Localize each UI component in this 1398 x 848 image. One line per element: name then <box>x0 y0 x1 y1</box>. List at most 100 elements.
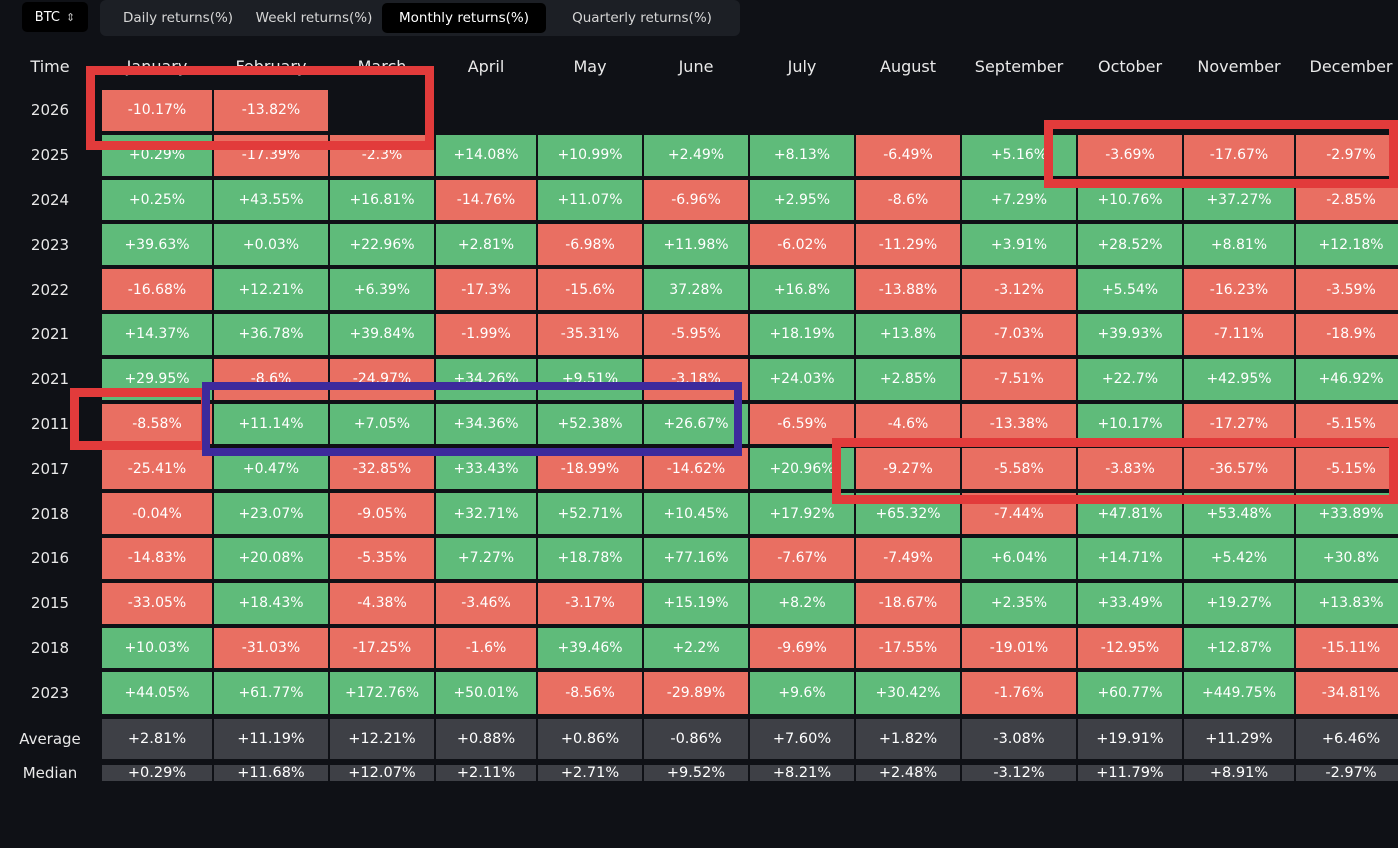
asset-select-value: BTC <box>34 9 60 25</box>
return-cell: -13.88% <box>856 269 960 310</box>
summary-cell: +9.52% <box>644 765 748 782</box>
return-cell: -14.62% <box>644 448 748 490</box>
return-cell: +9.6% <box>750 672 854 715</box>
return-cell: +43.55% <box>214 179 328 221</box>
return-cell: +12.87% <box>1184 627 1294 669</box>
return-cell: +10.17% <box>1078 403 1182 445</box>
return-cell: +44.05% <box>102 672 212 715</box>
return-cell: -6.49% <box>856 134 960 176</box>
return-cell: +12.18% <box>1296 224 1398 266</box>
year-label: 2022 <box>30 280 70 299</box>
tab-daily-returns[interactable]: Daily returns(%) <box>122 10 234 26</box>
month-header: April <box>467 56 505 76</box>
summary-cell: -3.08% <box>962 719 1076 760</box>
summary-cell: -2.97% <box>1296 765 1398 782</box>
return-cell: -10.17% <box>102 90 212 131</box>
return-cell: -29.89% <box>644 672 748 715</box>
return-cell: +50.01% <box>436 672 536 715</box>
return-cell: +32.71% <box>436 493 536 534</box>
return-cell: -5.95% <box>644 313 748 355</box>
return-cell: -33.05% <box>102 582 212 624</box>
return-cell <box>962 90 1076 131</box>
return-cell: +13.8% <box>856 313 960 355</box>
return-cell: +8.81% <box>1184 224 1294 266</box>
return-cell: -9.69% <box>750 627 854 669</box>
return-cell: -3.69% <box>1078 134 1182 176</box>
summary-cell: +12.21% <box>330 719 434 760</box>
return-cell: -2.97% <box>1296 134 1398 176</box>
summary-cell: +2.71% <box>538 765 642 782</box>
return-cell: -2.85% <box>1296 179 1398 221</box>
return-cell <box>1296 90 1398 131</box>
month-header: September <box>974 56 1064 76</box>
return-cell: -17.25% <box>330 627 434 669</box>
tab-quarterly-returns[interactable]: Quarterly returns(%) <box>572 10 712 26</box>
summary-cell: -3.12% <box>962 765 1076 782</box>
return-cell: -9.27% <box>856 448 960 490</box>
return-cell: -18.99% <box>538 448 642 490</box>
year-label: 2021 <box>30 370 70 389</box>
return-cell: +33.89% <box>1296 493 1398 534</box>
return-cell: -32.85% <box>330 448 434 490</box>
return-cell: +10.99% <box>538 134 642 176</box>
return-cell: -15.6% <box>538 269 642 310</box>
return-cell: +46.92% <box>1296 358 1398 400</box>
return-cell: -18.67% <box>856 582 960 624</box>
year-label: 2023 <box>30 684 70 703</box>
return-cell: +33.49% <box>1078 582 1182 624</box>
summary-cell: +1.82% <box>856 719 960 760</box>
tab-weekly-returns[interactable]: Weekl returns(%) <box>255 10 373 26</box>
summary-cell: +0.86% <box>538 719 642 760</box>
return-cell: +30.8% <box>1296 537 1398 579</box>
return-cell: -14.76% <box>436 179 536 221</box>
return-cell: +20.08% <box>214 537 328 579</box>
return-cell: +22.96% <box>330 224 434 266</box>
return-cell <box>538 90 642 131</box>
return-cell: -16.23% <box>1184 269 1294 310</box>
summary-cell: +19.91% <box>1078 719 1182 760</box>
return-cell: +65.32% <box>856 493 960 534</box>
return-cell: -2.3% <box>330 134 434 176</box>
return-cell: +2.81% <box>436 224 536 266</box>
return-cell: +39.46% <box>538 627 642 669</box>
return-cell: +61.77% <box>214 672 328 715</box>
month-header: December <box>1309 56 1393 76</box>
return-cell: +2.85% <box>856 358 960 400</box>
return-cell: +18.78% <box>538 537 642 579</box>
summary-cell: +11.68% <box>214 765 328 782</box>
return-cell <box>436 90 536 131</box>
return-cell: +42.95% <box>1184 358 1294 400</box>
return-cell: -8.56% <box>538 672 642 715</box>
tab-monthly-returns[interactable]: Monthly returns(%) <box>382 3 546 33</box>
return-cell: -7.51% <box>962 358 1076 400</box>
return-cell: +9.51% <box>538 358 642 400</box>
return-cell: +2.35% <box>962 582 1076 624</box>
return-cell: +8.2% <box>750 582 854 624</box>
return-cell: +15.19% <box>644 582 748 624</box>
return-cell: +2.95% <box>750 179 854 221</box>
return-cell: -12.95% <box>1078 627 1182 669</box>
month-header: November <box>1197 56 1281 76</box>
return-cell: +28.52% <box>1078 224 1182 266</box>
return-cell: -8.58% <box>102 403 212 445</box>
return-cell: -13.82% <box>214 90 328 131</box>
return-cell: +24.03% <box>750 358 854 400</box>
asset-select[interactable]: BTC ⇕ <box>22 2 88 32</box>
return-cell: -11.29% <box>856 224 960 266</box>
return-cell: -5.15% <box>1296 403 1398 445</box>
return-cell: -3.18% <box>644 358 748 400</box>
return-cell: -25.41% <box>102 448 212 490</box>
year-label: 2023 <box>30 235 70 254</box>
return-cell: -3.17% <box>538 582 642 624</box>
monthly-returns-table: Time January February March April May June July… <box>0 44 1398 784</box>
return-cell: -3.59% <box>1296 269 1398 310</box>
year-label: 2018 <box>30 638 70 657</box>
return-cell: +53.48% <box>1184 493 1294 534</box>
return-cell: -17.39% <box>214 134 328 176</box>
summary-cell: +8.21% <box>750 765 854 782</box>
return-cell: -3.46% <box>436 582 536 624</box>
month-header: February <box>235 56 307 76</box>
return-cell: +12.21% <box>214 269 328 310</box>
return-cell: +10.45% <box>644 493 748 534</box>
return-cell: -5.15% <box>1296 448 1398 490</box>
